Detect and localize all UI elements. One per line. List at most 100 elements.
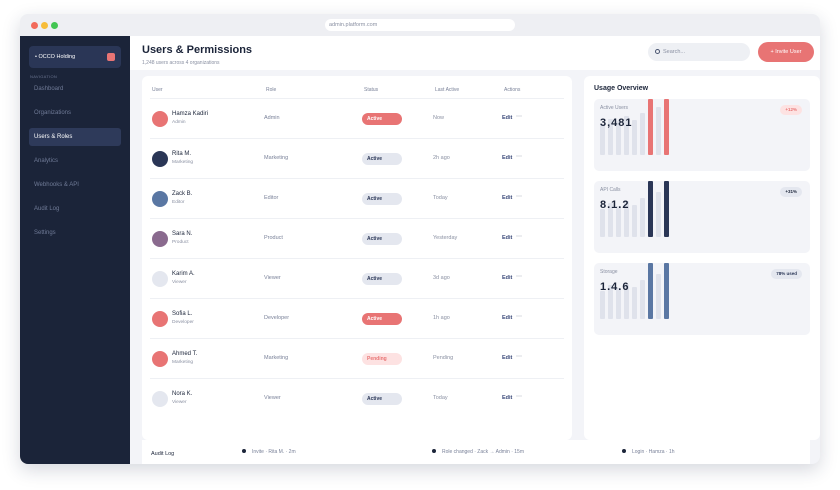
maximize-window-icon[interactable] (51, 22, 58, 29)
metric-change-badge: +12% (780, 105, 802, 115)
search-input[interactable]: Search... (648, 43, 750, 61)
audit-entry-text: Role changed · Zack → Admin · 15m (442, 449, 524, 455)
minimize-window-icon[interactable] (41, 22, 48, 29)
sparkbar (616, 206, 621, 237)
user-name[interactable]: Ahmed T. (172, 351, 198, 357)
edit-link[interactable]: Edit (502, 395, 513, 401)
sparkbar (664, 263, 669, 319)
user-name[interactable]: Sara N. (172, 231, 193, 237)
table-row[interactable]: Sofia L. Developer Developer Active 1h ago Ed… (150, 298, 564, 338)
edit-link[interactable]: Edit (502, 115, 513, 121)
edit-link[interactable]: Edit (502, 195, 513, 201)
sparkbar (624, 115, 629, 155)
user-name[interactable]: Hamza Kadiri (172, 111, 209, 117)
status-badge: Active (362, 313, 402, 325)
table-row[interactable]: Karim A. Viewer Viewer Active 3d ago Edit ⋯ (150, 258, 564, 298)
sidebar-item-users-roles[interactable]: Users & Roles (29, 128, 121, 146)
user-name[interactable]: Nora K. (172, 391, 193, 397)
sparkbar (632, 204, 637, 237)
sidebar-item-organizations[interactable]: Organizations (34, 110, 72, 116)
sparkbar (664, 99, 669, 155)
more-icon[interactable]: ⋯ (516, 354, 522, 360)
sidebar-item-settings[interactable]: Settings (34, 230, 56, 236)
user-role: Viewer (264, 275, 281, 281)
status-badge: Active (362, 233, 402, 245)
metric-label: Storage (600, 269, 618, 275)
sidebar-item-dashboard[interactable]: Dashboard (34, 86, 64, 92)
user-name[interactable]: Karim A. (172, 271, 195, 277)
last-active: 1h ago (433, 315, 450, 321)
table-row[interactable]: Hamza Kadiri Admin Admin Active Now Edit ⋯ (150, 98, 564, 138)
more-icon[interactable]: ⋯ (516, 154, 522, 160)
edit-link[interactable]: Edit (502, 275, 513, 281)
audit-log-bar: Audit Log Invite · Rita M. · 2m Role cha… (142, 440, 810, 464)
metric-sparkbars (600, 263, 669, 319)
avatar (152, 311, 168, 327)
org-name: • OCCO Holding (35, 54, 76, 60)
column-header-user[interactable]: User (152, 87, 163, 93)
audit-entry[interactable]: Invite · Rita M. · 2m (242, 449, 296, 455)
search-icon (655, 48, 660, 54)
edit-link[interactable]: Edit (502, 235, 513, 241)
sidebar-item-analytics[interactable]: Analytics (34, 158, 59, 164)
metric-card[interactable]: Active Users 3,481 +12% (594, 99, 810, 171)
more-icon[interactable]: ⋯ (516, 194, 522, 200)
column-header-last-active[interactable]: Last Active (435, 87, 460, 93)
sparkbar (632, 120, 637, 155)
sparkbar (624, 200, 629, 237)
table-row[interactable]: Rita M. Marketing Marketing Active 2h ago Edi… (150, 138, 564, 178)
audit-entry[interactable]: Role changed · Zack → Admin · 15m (432, 449, 524, 455)
more-icon[interactable]: ⋯ (516, 114, 522, 120)
avatar (152, 231, 168, 247)
edit-link[interactable]: Edit (502, 155, 513, 161)
user-name[interactable]: Sofia L. (172, 311, 193, 317)
more-icon[interactable]: ⋯ (516, 234, 522, 240)
user-role: Marketing (264, 155, 289, 161)
address-bar[interactable]: admin.platform.com (325, 19, 515, 31)
metric-sparkbars (600, 99, 669, 155)
user-title: Product (172, 240, 189, 245)
page-subtitle: 1,248 users across 4 organizations (142, 60, 220, 66)
last-active: 3d ago (433, 275, 450, 281)
user-role: Marketing (264, 355, 289, 361)
metric-card[interactable]: API Calls 8.1.2 +31% (594, 181, 810, 253)
edit-link[interactable]: Edit (502, 315, 513, 321)
user-name[interactable]: Rita M. (172, 151, 192, 157)
browser-titlebar: admin.platform.com (20, 14, 820, 36)
table-row[interactable]: Ahmed T. Marketing Marketing Pending Pending… (150, 338, 564, 378)
audit-entry[interactable]: Login · Hamza · 1h (622, 449, 675, 455)
sidebar-item-audit-log[interactable]: Audit Log (34, 206, 60, 212)
bullet-icon (622, 449, 626, 453)
table-row[interactable]: Zack B. Editor Editor Active Today Edit ⋯ (150, 178, 564, 218)
sparkbar (600, 209, 605, 237)
user-title: Editor (172, 200, 185, 205)
avatar (152, 151, 168, 167)
bullet-icon (242, 449, 246, 453)
more-icon[interactable]: ⋯ (516, 394, 522, 400)
more-icon[interactable]: ⋯ (516, 314, 522, 320)
table-row[interactable]: Nora K. Viewer Viewer Active Today Edit ⋯ (150, 378, 564, 418)
column-header-status[interactable]: Status (364, 87, 379, 93)
close-window-icon[interactable] (31, 22, 38, 29)
org-switcher[interactable]: • OCCO Holding (29, 46, 121, 68)
nav-section-label: NAVIGATION (30, 74, 58, 79)
search-placeholder: Search... (663, 49, 686, 55)
sparkbar (640, 197, 645, 237)
user-name[interactable]: Zack B. (172, 191, 193, 197)
more-icon[interactable]: ⋯ (516, 274, 522, 280)
last-active: Today (433, 395, 448, 401)
status-badge: Active (362, 273, 402, 285)
invite-user-button[interactable]: + Invite User (758, 42, 814, 62)
metric-card[interactable]: Storage 1.4.6 78% used (594, 263, 810, 335)
table-row[interactable]: Sara N. Product Product Active Yesterday Edit… (150, 218, 564, 258)
sidebar-item-webhooks[interactable]: Webhooks & API (34, 182, 79, 188)
sidebar: • OCCO Holding NAVIGATION Dashboard Orga… (20, 36, 130, 464)
metric-value: 1.4.6 (600, 281, 630, 293)
sparkbar (656, 274, 661, 319)
sparkbar (624, 284, 629, 319)
metric-change-badge: +31% (780, 187, 802, 197)
user-title: Marketing (172, 360, 194, 365)
column-header-role[interactable]: Role (266, 87, 277, 93)
usage-overview-panel: Usage Overview Active Users 3,481 +12% API … (584, 76, 820, 440)
edit-link[interactable]: Edit (502, 355, 513, 361)
